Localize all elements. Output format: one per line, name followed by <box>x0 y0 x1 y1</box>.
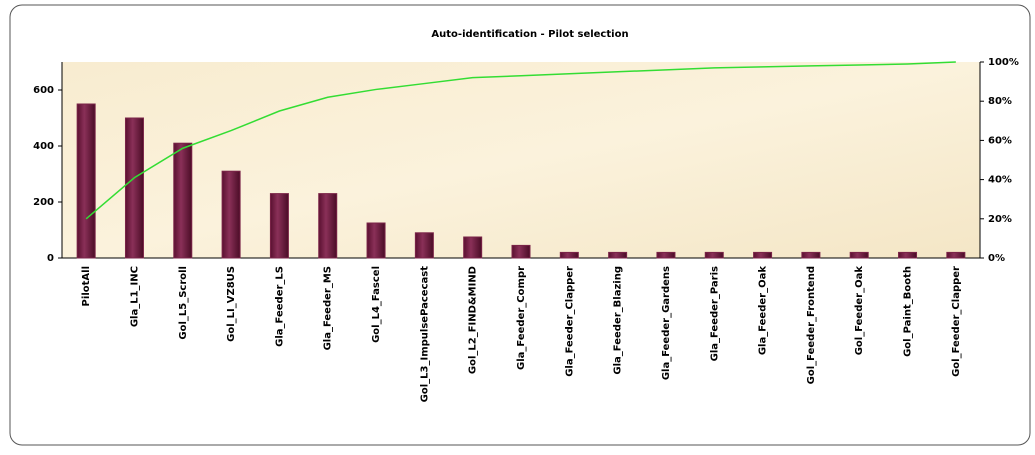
x-tick-label: Gol_Feeder_Frontend <box>806 266 817 384</box>
bar <box>608 251 628 259</box>
bar <box>269 193 289 259</box>
y2-tick-label: 20% <box>988 214 1012 225</box>
bar <box>801 251 821 259</box>
bar <box>221 170 241 259</box>
x-tick-label: Gla_Feeder_MS <box>323 266 334 350</box>
x-tick-label: Gla_Feeder_Compr <box>516 266 527 370</box>
x-tick-label: Gol_Feeder_Oak <box>854 266 865 356</box>
y2-tick-label: 60% <box>988 135 1012 146</box>
y2-tick-label: 80% <box>988 96 1012 107</box>
y2-tick-label: 40% <box>988 175 1012 186</box>
x-tick-label: Gla_Feeder_Gardens <box>661 266 672 380</box>
bar <box>463 236 483 259</box>
bar <box>753 251 773 259</box>
y-tick-label: 400 <box>33 141 54 152</box>
bar <box>511 244 531 259</box>
x-tick-label: Gla_Feeder_Oak <box>758 266 769 355</box>
x-tick-label: Gla_L1_INC <box>129 266 140 327</box>
x-tick-label: PilotAll <box>81 266 92 306</box>
bar <box>366 222 386 259</box>
x-tick-label: Gla_Feeder_Paris <box>709 266 720 361</box>
bar <box>124 117 144 259</box>
bar <box>76 103 96 259</box>
chart-title: Auto-identification - Pilot selection <box>431 29 628 40</box>
y-tick-label: 0 <box>47 253 54 264</box>
bar <box>656 251 676 259</box>
x-tick-label: Gol_Feeder_Clapper <box>951 266 962 377</box>
bar <box>414 232 434 259</box>
bar <box>173 142 193 259</box>
x-tick-label: Gla_Feeder_Clapper <box>564 266 575 377</box>
x-tick-label: Gol_L2_FIND&MIND <box>468 266 479 374</box>
bar <box>898 251 918 259</box>
plot-area <box>62 62 980 258</box>
y-tick-label: 200 <box>33 197 54 208</box>
x-tick-label: Gol_Paint_Booth <box>903 266 914 357</box>
x-tick-label: Gla_Feeder_LS <box>274 266 285 347</box>
x-tick-label: Gla_Feeder_Blazing <box>613 266 624 375</box>
bar <box>559 251 579 259</box>
bar <box>318 193 338 259</box>
x-tick-label: Gol_L4_Fascel <box>371 266 382 343</box>
bar <box>946 251 966 259</box>
x-tick-label: Gol_L3_ImpulsePacecast <box>419 266 430 403</box>
x-tick-label: Gol_L5_Scroll <box>178 266 189 340</box>
cumulative-line <box>85 61 956 220</box>
bar <box>704 251 724 259</box>
x-tick-label: Gol_LI_VZ8US <box>226 266 237 342</box>
y2-tick-label: 0% <box>988 253 1005 264</box>
bar <box>849 251 869 259</box>
y-tick-label: 600 <box>33 85 54 96</box>
y2-tick-label: 100% <box>988 57 1019 68</box>
